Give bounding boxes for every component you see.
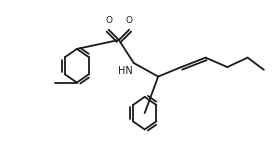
Text: HN: HN — [118, 66, 132, 76]
Text: O: O — [105, 16, 112, 25]
Text: O: O — [126, 16, 133, 25]
